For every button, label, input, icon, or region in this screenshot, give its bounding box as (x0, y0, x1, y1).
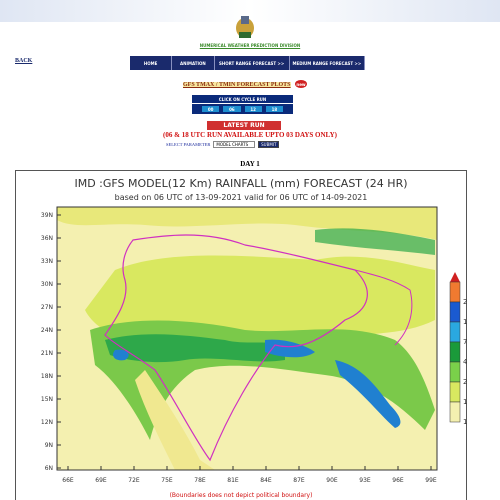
lat-label: 9N (45, 442, 53, 449)
lon-label: 87E (293, 477, 305, 484)
lat-label: 30N (41, 281, 53, 288)
forecast-map: IMD :GFS MODEL(12 Km) RAINFALL (mm) FORE… (15, 170, 467, 500)
lon-label: 66E (62, 477, 74, 484)
cycle-button[interactable]: 00 (202, 106, 220, 112)
colorbar-swatch (449, 281, 461, 303)
lat-label: 39N (41, 212, 53, 219)
map-subtitle: based on 06 UTC of 13-09-2021 valid for … (115, 193, 368, 202)
back-link[interactable]: BACK (15, 58, 33, 64)
lat-label: 12N (41, 419, 53, 426)
lat-label: 33N (41, 258, 53, 265)
logo (236, 16, 254, 38)
submit-button[interactable]: SUBMIT (258, 141, 280, 148)
map-title: IMD :GFS MODEL(12 Km) RAINFALL (mm) FORE… (74, 177, 407, 190)
lon-label: 78E (194, 477, 206, 484)
availability-note: (06 & 18 UTC RUN AVAILABLE UPTO 03 DAYS … (163, 131, 337, 139)
lat-label: 27N (41, 304, 53, 311)
select-label: SELECT PARAMETER (166, 142, 211, 147)
lon-label: 84E (260, 477, 272, 484)
colorbar-cap (450, 272, 460, 282)
lon-ticks: 66E 69E 72E 75E 78E 81E 84E 87E 90E 93E 96E 99E (62, 466, 437, 484)
lon-label: 96E (392, 477, 404, 484)
lon-label: 99E (425, 477, 437, 484)
day-label: DAY 1 (240, 160, 260, 168)
nav-item[interactable]: ANIMATION (172, 56, 215, 70)
lon-label: 72E (128, 477, 140, 484)
colorbar-swatch (449, 301, 461, 323)
colorbar-label: 20 (463, 378, 467, 386)
colorbar-swatch (449, 321, 461, 343)
lat-label: 21N (41, 350, 53, 357)
colorbar-label: 70 (463, 338, 467, 346)
lat-ticks: 39N 36N 33N 30N 27N 24N 21N 18N 15N 12N 9N 6N (41, 212, 61, 472)
colorbar: 200 130 70 40 20 10 1 (449, 272, 467, 426)
lat-label: 15N (41, 396, 53, 403)
colorbar-label: 40 (463, 358, 467, 366)
lat-label: 6N (45, 465, 53, 472)
lon-label: 90E (326, 477, 338, 484)
nav-bar: HOME ANIMATION SHORT RANGE FORECAST >> M… (130, 56, 365, 70)
cycle-button[interactable]: 12 (244, 106, 262, 112)
cycle-button[interactable]: 18 (265, 106, 283, 112)
lon-label: 75E (161, 477, 173, 484)
colorbar-swatch (449, 361, 461, 383)
map-plot (57, 207, 437, 470)
boundary-note: (Boundaries does not depict political bo… (170, 492, 313, 499)
plots-link[interactable]: GFS TMAX / TMIN FORECAST PLOTS (183, 82, 291, 88)
lat-label: 36N (41, 235, 53, 242)
nav-item[interactable]: SHORT RANGE FORECAST >> (215, 56, 290, 70)
cycle-button[interactable]: 06 (223, 106, 241, 112)
parameter-row: SELECT PARAMETER MODEL CHARTS SUBMIT (166, 141, 280, 148)
top-band (0, 0, 500, 22)
new-badge: new (295, 80, 307, 88)
colorbar-swatch (449, 381, 461, 403)
colorbar-label: 130 (463, 318, 467, 326)
colorbar-label: 10 (463, 398, 467, 406)
cycle-caption: CLICK ON CYCLE RUN (192, 95, 293, 103)
colorbar-swatch (449, 341, 461, 363)
latest-run-button[interactable]: LATEST RUN (207, 121, 281, 130)
lon-label: 93E (359, 477, 371, 484)
division-title: NUMERICAL WEATHER PREDICTION DIVISION (199, 43, 301, 48)
cycle-buttons: 00 06 12 18 (192, 104, 293, 114)
lat-label: 18N (41, 373, 53, 380)
nav-item[interactable]: MEDIUM RANGE FORECAST >> (290, 56, 365, 70)
colorbar-label: 200 (463, 298, 467, 306)
colorbar-label: 1 (463, 418, 467, 426)
lon-label: 81E (227, 477, 239, 484)
colorbar-swatch (449, 401, 461, 423)
lon-label: 69E (95, 477, 107, 484)
parameter-select[interactable]: MODEL CHARTS (213, 141, 256, 148)
lat-label: 24N (41, 327, 53, 334)
nav-item[interactable]: HOME (130, 56, 173, 70)
